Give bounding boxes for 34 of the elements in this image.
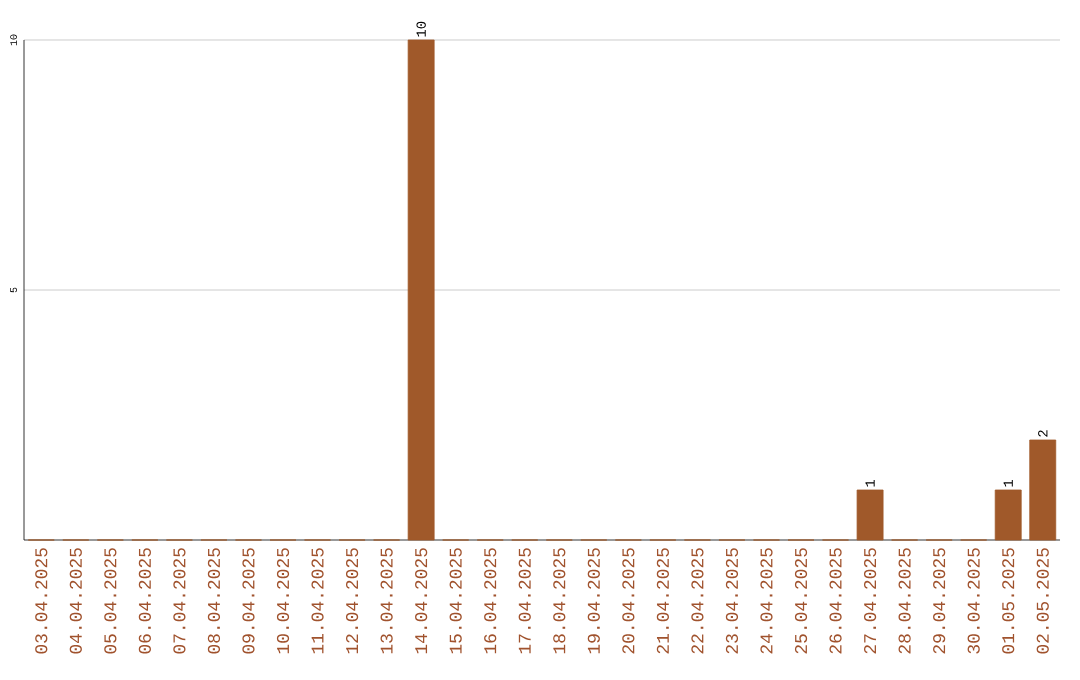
x-tick-label: 08.04.2025 xyxy=(207,548,221,654)
x-tick-label: 11.04.2025 xyxy=(311,548,324,654)
x-tick-label: 04.04.2025 xyxy=(69,548,82,654)
bar xyxy=(994,489,1022,541)
x-tick-label: 03.04.2025 xyxy=(35,548,48,654)
bar xyxy=(856,489,884,541)
x-tick-label: 09.04.2025 xyxy=(242,548,255,654)
x-tick-label: 10.04.2025 xyxy=(276,548,290,654)
x-tick-label: 01.05.2025 xyxy=(1002,548,1015,654)
x-tick-label: 21.04.2025 xyxy=(656,548,669,654)
x-tick-label: 07.04.2025 xyxy=(173,548,186,654)
x-tick-label: 24.04.2025 xyxy=(760,548,773,654)
x-tick-label: 14.04.2025 xyxy=(415,548,428,654)
x-tick-label: 15.04.2025 xyxy=(449,548,462,654)
x-tick-label: 29.04.2025 xyxy=(933,548,946,654)
x-tick-label: 19.04.2025 xyxy=(587,548,600,654)
x-tick-label: 16.04.2025 xyxy=(484,548,497,654)
x-tick-label: 06.04.2025 xyxy=(138,548,151,654)
x-tick-label: 28.04.2025 xyxy=(898,548,911,654)
x-tick-label: 05.04.2025 xyxy=(104,548,117,654)
x-tick-label: 30.04.2025 xyxy=(967,548,980,654)
x-tick-label: 23.04.2025 xyxy=(725,548,739,654)
x-tick-label: 20.04.2025 xyxy=(622,548,635,654)
x-tick-label: 13.04.2025 xyxy=(380,548,393,654)
bar xyxy=(407,39,435,541)
x-tick-label: 27.04.2025 xyxy=(863,548,877,654)
x-tick-label: 12.04.2025 xyxy=(345,548,359,654)
x-tick-label: 17.04.2025 xyxy=(518,548,531,654)
x-tick-label: 25.04.2025 xyxy=(794,548,808,654)
x-tick-label: 18.04.2025 xyxy=(553,548,566,654)
x-tick-label: 02.05.2025 xyxy=(1036,548,1049,654)
x-tick-label: 26.04.2025 xyxy=(829,548,842,654)
x-tick-label: 22.04.2025 xyxy=(691,548,704,654)
bar xyxy=(1029,439,1057,541)
